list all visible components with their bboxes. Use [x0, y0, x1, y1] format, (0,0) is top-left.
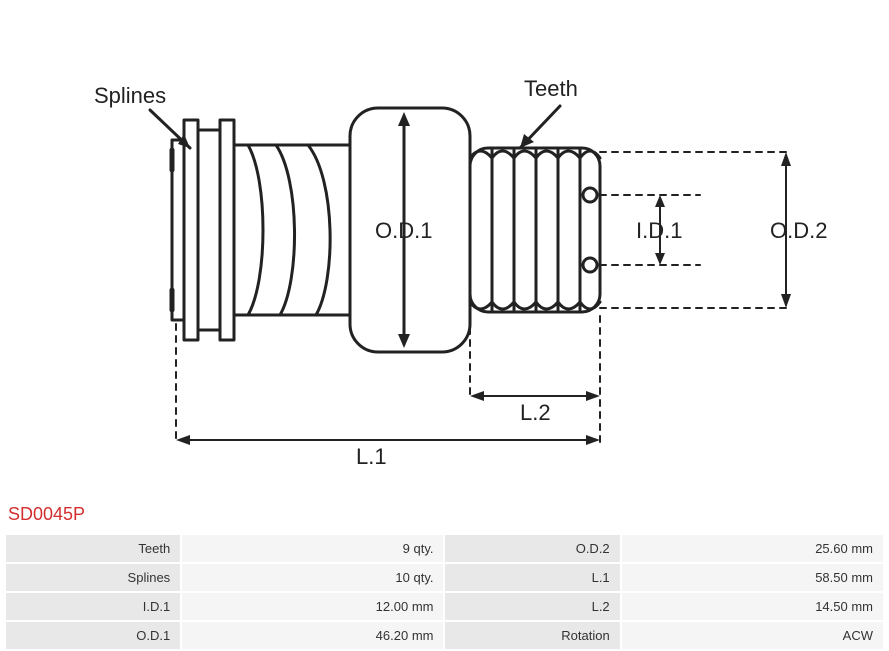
- spec-value: 46.20 mm: [182, 622, 443, 649]
- diagram-svg: [0, 0, 889, 500]
- spec-label: O.D.2: [445, 535, 619, 562]
- spec-label: Teeth: [6, 535, 180, 562]
- label-od1: O.D.1: [375, 218, 432, 244]
- table-row: O.D.1 46.20 mm Rotation ACW: [6, 622, 883, 649]
- spec-value: 14.50 mm: [622, 593, 883, 620]
- page: Splines Teeth O.D.1 O.D.2 I.D.1 L.1 L.2: [0, 0, 889, 651]
- label-splines: Splines: [94, 83, 166, 109]
- table-row: I.D.1 12.00 mm L.2 14.50 mm: [6, 593, 883, 620]
- table-row: Splines 10 qty. L.1 58.50 mm: [6, 564, 883, 591]
- label-l2: L.2: [520, 400, 551, 426]
- spec-value: 58.50 mm: [622, 564, 883, 591]
- label-l1: L.1: [356, 444, 387, 470]
- spec-label: O.D.1: [6, 622, 180, 649]
- spec-value: 10 qty.: [182, 564, 443, 591]
- spec-value: 25.60 mm: [622, 535, 883, 562]
- spec-value: ACW: [622, 622, 883, 649]
- label-teeth: Teeth: [524, 76, 578, 102]
- label-od2: O.D.2: [770, 218, 827, 244]
- table-row: Teeth 9 qty. O.D.2 25.60 mm: [6, 535, 883, 562]
- spec-label: I.D.1: [6, 593, 180, 620]
- part-code: SD0045P: [0, 500, 889, 533]
- spec-table: Teeth 9 qty. O.D.2 25.60 mm Splines 10 q…: [0, 533, 889, 651]
- spec-label: L.1: [445, 564, 619, 591]
- spec-label: Rotation: [445, 622, 619, 649]
- spec-value: 12.00 mm: [182, 593, 443, 620]
- spec-label: Splines: [6, 564, 180, 591]
- spec-value: 9 qty.: [182, 535, 443, 562]
- spec-label: L.2: [445, 593, 619, 620]
- technical-diagram: Splines Teeth O.D.1 O.D.2 I.D.1 L.1 L.2: [0, 0, 889, 500]
- label-id1: I.D.1: [636, 218, 682, 244]
